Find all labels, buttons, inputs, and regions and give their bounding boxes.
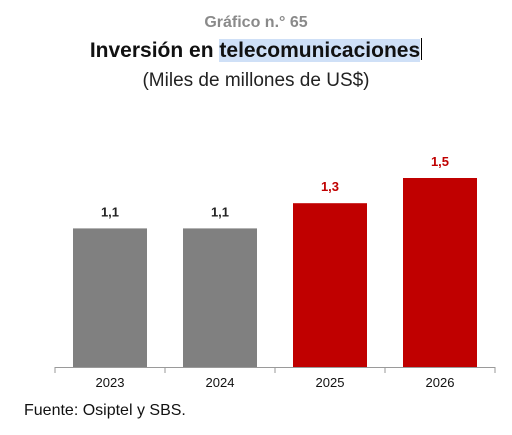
x-tick-label-2026: 2026 [426, 375, 455, 390]
bar-2023 [73, 228, 147, 367]
chart-title-highlighted-word: telecomunicaciones [219, 39, 421, 62]
bar-chart: 1,1 2023 1,1 2024 1,3 2025 1,5 2026 [54, 154, 496, 390]
data-label-2023: 1,1 [101, 204, 119, 219]
bar-2026 [403, 178, 477, 367]
data-label-2026: 1,5 [431, 154, 449, 169]
source-note: Fuente: Osiptel y SBS. [24, 402, 186, 419]
data-label-2025: 1,3 [321, 179, 339, 194]
text-cursor [421, 38, 423, 60]
x-tick-label-2025: 2025 [316, 375, 345, 390]
chart-title: Inversión en telecomunicaciones [0, 38, 512, 63]
x-tick-label-2024: 2024 [206, 375, 235, 390]
chart-title-part1: Inversión en [89, 39, 220, 62]
bar-2024 [183, 228, 257, 367]
x-tick-label-2023: 2023 [96, 375, 125, 390]
bar-2025 [293, 203, 367, 367]
chart-subtitle: (Miles de millones de US$) [142, 70, 370, 91]
chart-kicker: Gráfico n.° 65 [204, 14, 308, 31]
data-label-2024: 1,1 [211, 204, 229, 219]
